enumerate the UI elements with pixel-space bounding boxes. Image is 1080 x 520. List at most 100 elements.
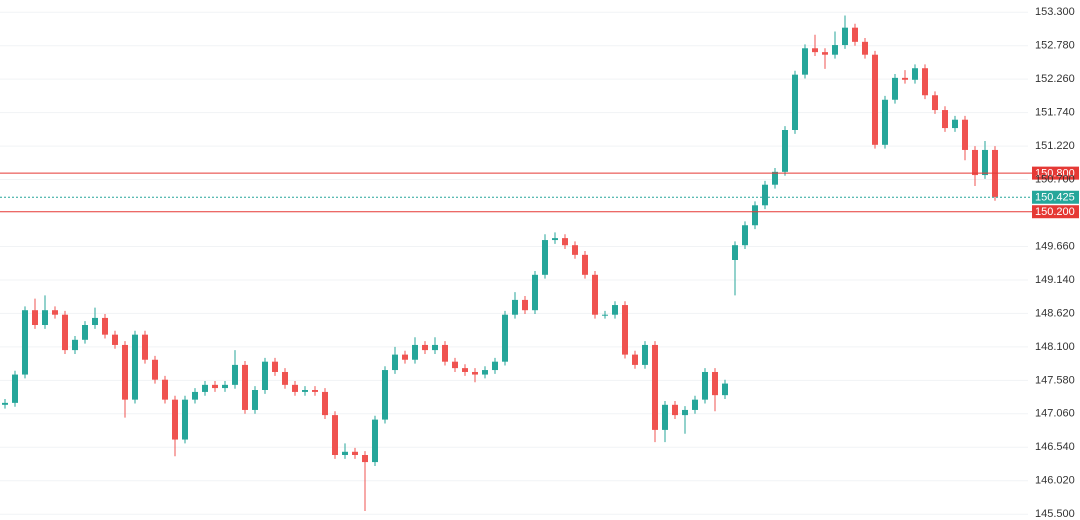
candle-body xyxy=(372,419,378,463)
candle-body xyxy=(662,404,668,430)
candle-body xyxy=(102,317,108,335)
candle-body xyxy=(112,334,118,345)
candle-body xyxy=(742,225,748,246)
candle-body xyxy=(402,354,408,360)
candle-body xyxy=(532,274,538,311)
candle-body xyxy=(382,370,388,420)
y-tick-label: 148.620 xyxy=(1035,307,1075,319)
candle-body xyxy=(412,344,418,360)
candle-body xyxy=(442,344,448,362)
candle-body xyxy=(892,77,898,100)
candle-body xyxy=(832,45,838,55)
y-tick-label: 149.140 xyxy=(1035,274,1075,286)
candle-body xyxy=(152,359,158,380)
y-tick-label: 150.700 xyxy=(1035,173,1075,185)
candle-body xyxy=(212,384,218,389)
price-level-label: 150.800 xyxy=(1035,168,1075,180)
y-tick-label: 152.260 xyxy=(1035,73,1075,85)
candle-body xyxy=(312,390,318,392)
candle-body xyxy=(802,48,808,75)
candle-body xyxy=(812,48,818,53)
candle-body xyxy=(942,110,948,129)
candle-body xyxy=(272,361,278,372)
candle-body xyxy=(672,404,678,416)
candle-body xyxy=(612,305,618,315)
candle-body xyxy=(972,149,978,176)
candle-body xyxy=(572,245,578,255)
candle-body xyxy=(682,409,688,416)
candle-body xyxy=(762,184,768,206)
y-axis: 145.500 146.020 146.540 147.060 147.580 148.1… xyxy=(1035,6,1075,520)
candle-body xyxy=(292,384,298,392)
candle-body xyxy=(782,130,788,172)
candle-body xyxy=(952,119,958,129)
candle-body xyxy=(12,374,18,403)
candle-body xyxy=(552,238,558,241)
candle-body xyxy=(162,379,168,400)
candle-body xyxy=(632,354,638,365)
candle-body xyxy=(2,402,8,405)
candle-body xyxy=(92,317,98,325)
candle-body xyxy=(542,240,548,275)
candle-body xyxy=(42,310,48,325)
candle-body xyxy=(472,371,478,375)
candle-body xyxy=(732,245,738,260)
y-tick-label: 147.580 xyxy=(1035,374,1075,386)
candle-body xyxy=(82,325,88,340)
candle-body xyxy=(592,274,598,315)
levels: 150.800 150.425 150.200 xyxy=(0,166,1079,219)
y-tick-label: 148.100 xyxy=(1035,341,1075,353)
price-level-tag xyxy=(1032,205,1079,219)
candle-body xyxy=(122,344,128,400)
candle-body xyxy=(522,299,528,311)
candle-body xyxy=(362,455,368,463)
y-tick-label: 146.020 xyxy=(1035,475,1075,487)
candle-body xyxy=(132,334,138,400)
candle-body xyxy=(962,119,968,150)
candle-body xyxy=(62,314,68,351)
candle-body xyxy=(562,238,568,246)
candle-body xyxy=(202,384,208,392)
candle-body xyxy=(692,399,698,410)
candle-body xyxy=(642,344,648,365)
candle-body xyxy=(922,68,928,96)
candle-body xyxy=(752,205,758,226)
candle-body xyxy=(142,334,148,360)
candle-body xyxy=(652,344,658,430)
candle-body xyxy=(242,364,248,410)
candle-body xyxy=(712,371,718,396)
candle-body xyxy=(352,451,358,455)
candle-body xyxy=(332,415,338,455)
candle-body xyxy=(452,361,458,369)
candle-body xyxy=(22,310,28,375)
candle-body xyxy=(392,354,398,371)
candle-body xyxy=(462,368,468,372)
y-tick-label: 152.780 xyxy=(1035,40,1075,52)
candle-body xyxy=(252,390,258,410)
candle-body xyxy=(722,383,728,396)
price-level-tag xyxy=(1032,190,1079,204)
candle-body xyxy=(492,361,498,371)
candle-body xyxy=(932,95,938,111)
candle-body xyxy=(862,41,868,55)
candle-body xyxy=(502,314,508,362)
candle-body xyxy=(912,68,918,80)
y-tick-label: 149.660 xyxy=(1035,240,1075,252)
candle-body xyxy=(232,364,238,385)
y-tick-label: 151.220 xyxy=(1035,140,1075,152)
candle-body xyxy=(622,305,628,355)
candle-body xyxy=(852,27,858,42)
candle-body xyxy=(822,52,828,55)
candle-body xyxy=(602,314,608,316)
candle-body xyxy=(182,399,188,440)
candle-body xyxy=(432,344,438,351)
candle-body xyxy=(172,399,178,440)
candle-body xyxy=(792,74,798,130)
candle-body xyxy=(512,299,518,315)
price-level-label: 150.200 xyxy=(1035,206,1075,218)
candle-body xyxy=(322,391,328,416)
candle-body xyxy=(982,149,988,176)
y-tick-label: 153.300 xyxy=(1035,6,1075,18)
